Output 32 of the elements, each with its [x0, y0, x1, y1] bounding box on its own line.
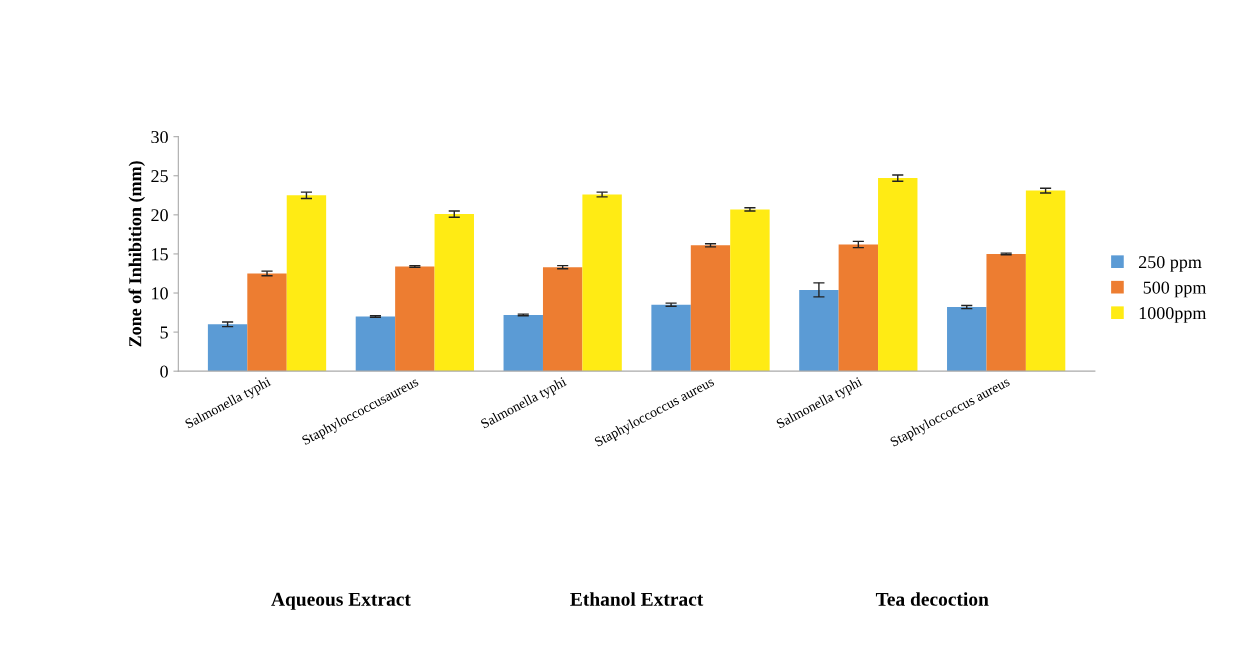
text: Ethanol Extract — [570, 592, 704, 606]
y-tick-label: 20 — [151, 209, 168, 222]
bar — [1025, 190, 1066, 372]
bar — [355, 316, 396, 372]
bar — [247, 273, 287, 372]
y-tick-label: 30 — [151, 130, 168, 144]
bar — [730, 209, 770, 372]
bar — [878, 178, 918, 372]
bar — [395, 266, 435, 372]
bar — [542, 267, 583, 372]
legend-label: 250 ppm — [1138, 255, 1202, 272]
legend-label: 500 ppm — [1143, 281, 1207, 298]
bar — [799, 289, 839, 372]
bar — [947, 307, 987, 372]
bar — [434, 214, 474, 372]
y-tick-label: 10 — [152, 287, 168, 300]
text: Aqueous Extract — [271, 592, 411, 610]
bar — [286, 195, 327, 372]
text: Tea decoction — [875, 592, 989, 606]
bar — [651, 304, 691, 372]
bar — [582, 194, 622, 372]
bar — [838, 244, 879, 372]
bar — [690, 245, 731, 372]
bar — [207, 324, 248, 372]
bar — [503, 314, 543, 372]
y-axis-title: Zone of Inhibition (mm) — [128, 161, 145, 347]
bar — [986, 253, 1026, 372]
y-tick-label: 5 — [160, 326, 168, 339]
y-tick-label: 0 — [160, 365, 168, 378]
legend-label: 1000ppm — [1139, 307, 1207, 323]
y-tick-label: 25 — [151, 170, 168, 183]
y-tick-label: 15 — [152, 248, 168, 261]
